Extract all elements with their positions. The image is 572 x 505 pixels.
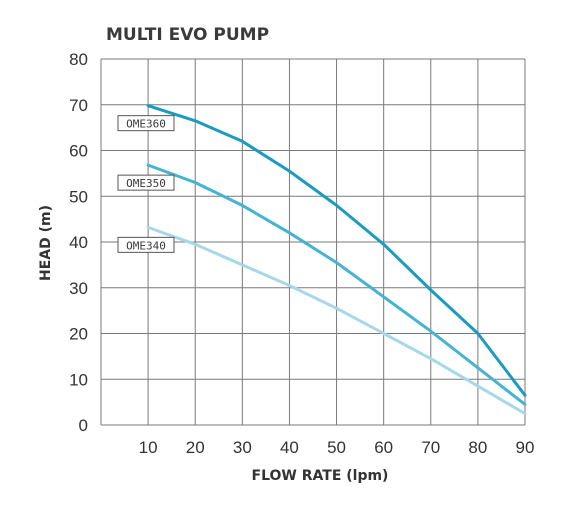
x-tick-label: 50 bbox=[327, 438, 346, 457]
chart-title: MULTI EVO PUMP bbox=[106, 25, 269, 45]
y-axis-label: HEAD (m) bbox=[38, 205, 54, 281]
y-axis-ticks: 0 10 20 30 40 50 60 70 80 bbox=[69, 50, 88, 435]
x-tick-label: 90 bbox=[516, 438, 535, 457]
y-tick-label: 30 bbox=[69, 279, 88, 298]
y-tick-label: 80 bbox=[69, 50, 88, 69]
y-tick-label: 40 bbox=[69, 233, 88, 252]
series-label-text: OME350 bbox=[126, 177, 166, 190]
series-label-ome350: OME350 bbox=[117, 174, 175, 191]
y-tick-label: 50 bbox=[69, 187, 88, 206]
x-tick-label: 70 bbox=[421, 438, 440, 457]
series-label-box bbox=[117, 174, 175, 191]
series-line-ome340 bbox=[146, 225, 527, 416]
y-tick-label: 70 bbox=[69, 96, 88, 115]
series-label-ome360: OME360 bbox=[117, 115, 175, 132]
series-line-ome360 bbox=[146, 104, 527, 397]
series-line-ome350 bbox=[146, 163, 527, 406]
x-tick-label: 60 bbox=[374, 438, 393, 457]
series-label-text: OME340 bbox=[126, 239, 166, 252]
series-lines bbox=[146, 104, 527, 416]
x-axis-ticks: 10 20 30 40 50 60 70 80 90 bbox=[139, 438, 535, 457]
series-label-box bbox=[117, 236, 175, 253]
y-tick-label: 20 bbox=[69, 325, 88, 344]
series-label-ome340: OME340 bbox=[117, 236, 175, 253]
x-tick-label: 40 bbox=[280, 438, 299, 457]
series-label-text: OME360 bbox=[126, 118, 166, 131]
x-tick-label: 30 bbox=[233, 438, 252, 457]
x-tick-label: 10 bbox=[139, 438, 158, 457]
y-tick-label: 10 bbox=[69, 370, 88, 389]
x-axis-label: FLOW RATE (lpm) bbox=[252, 468, 389, 484]
series-labels: OME360 OME350 OME340 bbox=[117, 115, 175, 253]
y-tick-label: 60 bbox=[69, 142, 88, 161]
series-label-box bbox=[117, 115, 175, 132]
x-tick-label: 80 bbox=[468, 438, 487, 457]
x-tick-label: 20 bbox=[186, 438, 205, 457]
y-tick-label: 0 bbox=[79, 416, 88, 435]
